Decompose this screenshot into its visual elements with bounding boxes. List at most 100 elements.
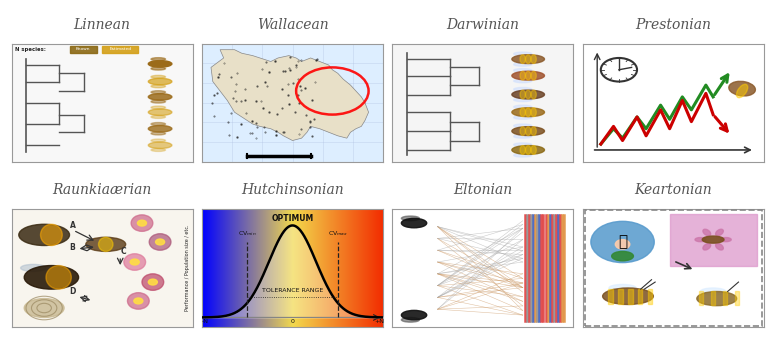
Bar xyxy=(628,288,632,304)
Ellipse shape xyxy=(611,251,634,261)
Bar xyxy=(618,288,623,304)
Ellipse shape xyxy=(525,108,531,117)
Text: Known: Known xyxy=(76,48,90,51)
Bar xyxy=(102,46,139,53)
Ellipse shape xyxy=(512,55,544,64)
Text: Linnean: Linnean xyxy=(74,18,131,32)
Text: +N: +N xyxy=(374,319,384,324)
Ellipse shape xyxy=(18,224,69,245)
Text: Raunkiaærian: Raunkiaærian xyxy=(52,183,152,197)
Circle shape xyxy=(591,221,654,263)
Ellipse shape xyxy=(151,149,166,151)
Ellipse shape xyxy=(512,108,544,117)
Ellipse shape xyxy=(520,71,525,80)
Ellipse shape xyxy=(401,216,420,221)
Ellipse shape xyxy=(512,90,544,99)
Ellipse shape xyxy=(703,229,711,236)
Ellipse shape xyxy=(525,71,531,80)
Ellipse shape xyxy=(514,63,532,66)
Ellipse shape xyxy=(520,146,525,154)
Ellipse shape xyxy=(520,90,525,99)
Text: Eltonian: Eltonian xyxy=(454,183,513,197)
Text: TOLERANCE RANGE: TOLERANCE RANGE xyxy=(262,287,323,293)
Ellipse shape xyxy=(531,127,537,135)
Ellipse shape xyxy=(24,266,79,289)
Ellipse shape xyxy=(715,229,723,236)
Ellipse shape xyxy=(514,143,532,146)
Ellipse shape xyxy=(721,238,732,242)
Bar xyxy=(69,46,97,53)
Text: -N: -N xyxy=(202,319,209,324)
Bar xyxy=(711,291,715,305)
Ellipse shape xyxy=(151,67,166,70)
Ellipse shape xyxy=(41,224,62,245)
Ellipse shape xyxy=(736,84,748,98)
Ellipse shape xyxy=(401,218,427,228)
Ellipse shape xyxy=(514,79,532,83)
Text: B: B xyxy=(69,243,75,252)
Ellipse shape xyxy=(531,146,537,154)
Text: N species:: N species: xyxy=(15,47,46,52)
Ellipse shape xyxy=(514,69,532,72)
Bar xyxy=(735,291,739,305)
Text: Keartonian: Keartonian xyxy=(634,183,712,197)
Ellipse shape xyxy=(531,55,537,64)
Ellipse shape xyxy=(151,106,166,109)
Ellipse shape xyxy=(128,293,149,309)
Ellipse shape xyxy=(525,55,531,64)
Ellipse shape xyxy=(531,71,537,80)
Ellipse shape xyxy=(520,55,525,64)
Ellipse shape xyxy=(151,85,166,88)
Ellipse shape xyxy=(514,87,532,91)
Ellipse shape xyxy=(151,58,166,61)
Polygon shape xyxy=(211,50,369,141)
Circle shape xyxy=(149,279,157,285)
Bar xyxy=(608,288,613,304)
Circle shape xyxy=(156,239,165,245)
Ellipse shape xyxy=(24,299,64,317)
Text: CV$_{min}$: CV$_{min}$ xyxy=(238,229,256,238)
Circle shape xyxy=(130,259,139,265)
Ellipse shape xyxy=(514,52,532,56)
Ellipse shape xyxy=(151,100,166,103)
Text: A: A xyxy=(69,221,75,230)
Ellipse shape xyxy=(514,105,532,109)
Text: CV$_{max}$: CV$_{max}$ xyxy=(328,229,348,238)
Ellipse shape xyxy=(401,310,427,320)
Ellipse shape xyxy=(695,238,706,242)
Ellipse shape xyxy=(151,123,166,125)
Ellipse shape xyxy=(525,90,531,99)
Text: Performance / Population size / etc.: Performance / Population size / etc. xyxy=(185,225,190,311)
Ellipse shape xyxy=(46,266,72,289)
Circle shape xyxy=(615,240,630,249)
Text: D: D xyxy=(69,287,76,296)
Ellipse shape xyxy=(514,124,532,127)
Bar xyxy=(648,288,652,304)
Ellipse shape xyxy=(520,127,525,135)
Text: Estimated: Estimated xyxy=(109,48,132,51)
Text: OPTIMUM: OPTIMUM xyxy=(271,214,313,223)
Text: Darwinian: Darwinian xyxy=(447,18,519,32)
Text: 📷: 📷 xyxy=(618,235,627,249)
Ellipse shape xyxy=(531,108,537,117)
Bar xyxy=(723,291,727,305)
Ellipse shape xyxy=(85,237,126,251)
Ellipse shape xyxy=(520,108,525,117)
Text: Wallacean: Wallacean xyxy=(256,18,328,32)
Ellipse shape xyxy=(701,288,726,295)
Ellipse shape xyxy=(531,90,537,99)
Ellipse shape xyxy=(609,284,636,292)
Text: C: C xyxy=(120,247,126,256)
Bar xyxy=(670,214,757,266)
Ellipse shape xyxy=(149,61,172,67)
Bar xyxy=(638,288,642,304)
Ellipse shape xyxy=(697,292,737,306)
Ellipse shape xyxy=(21,264,46,272)
Ellipse shape xyxy=(151,132,166,135)
Ellipse shape xyxy=(514,134,532,138)
Ellipse shape xyxy=(149,78,172,85)
Ellipse shape xyxy=(703,244,711,250)
Ellipse shape xyxy=(715,244,723,250)
Ellipse shape xyxy=(512,71,544,80)
Circle shape xyxy=(137,220,146,226)
